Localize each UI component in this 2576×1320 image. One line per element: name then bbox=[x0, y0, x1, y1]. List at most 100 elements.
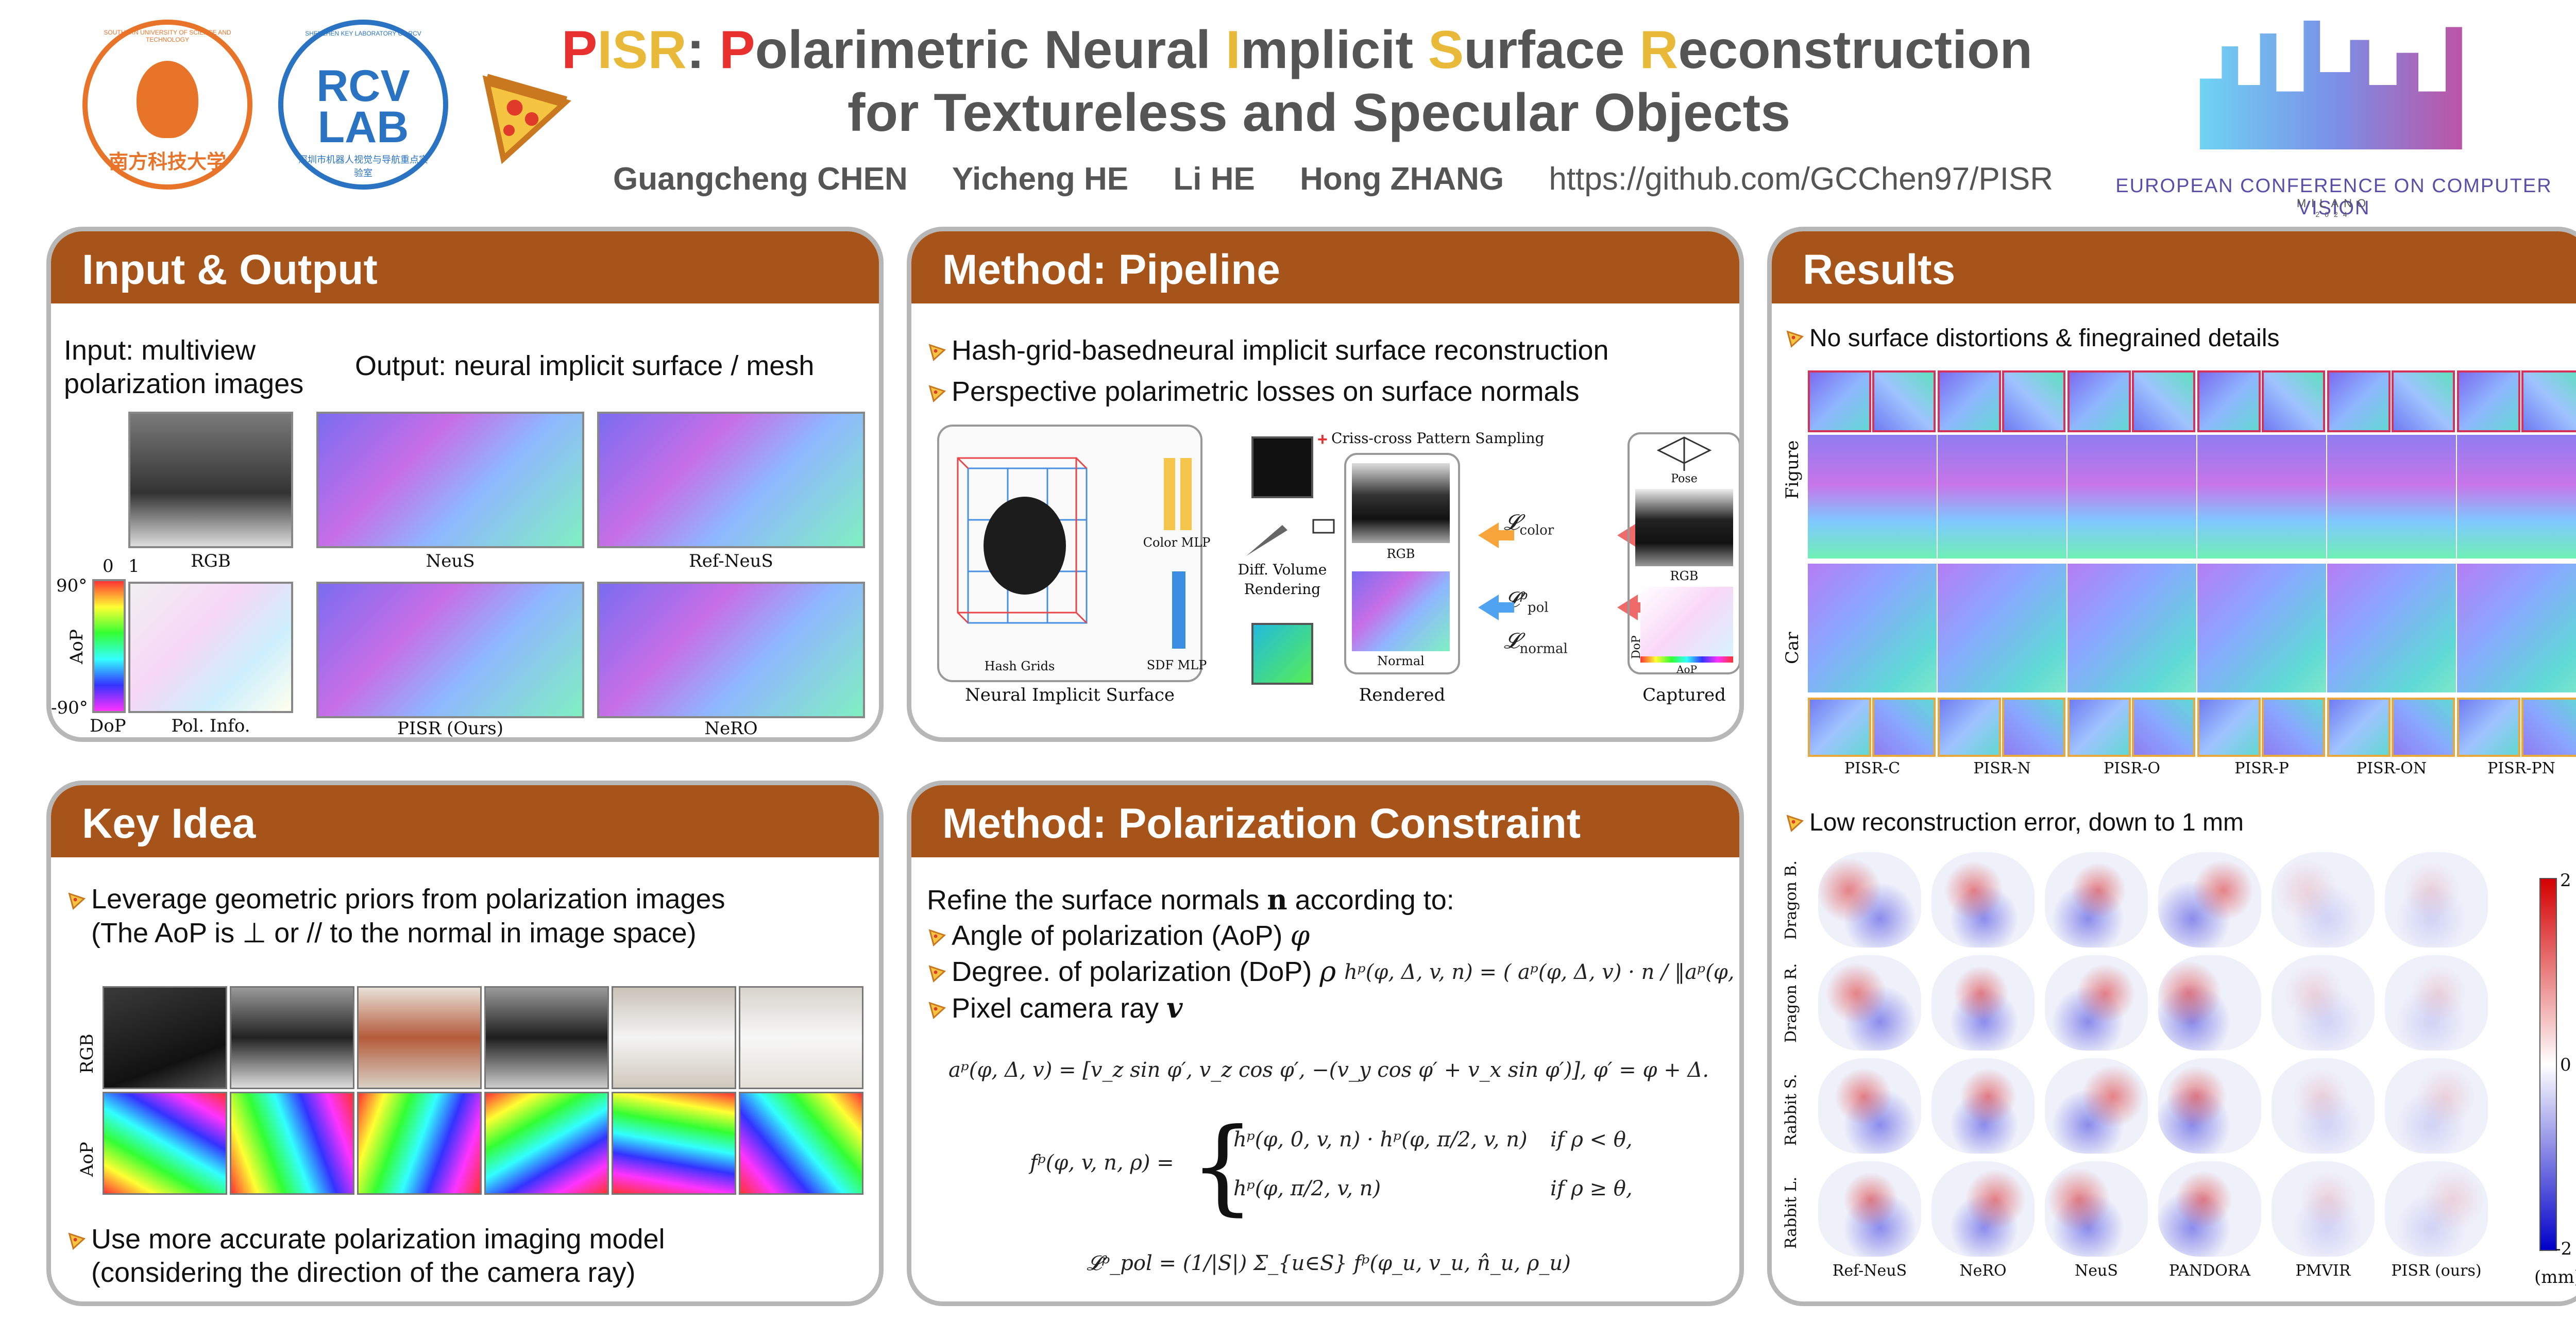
panel-title: Method: Polarization Constraint bbox=[911, 785, 1739, 857]
figure-crop-1 bbox=[2457, 370, 2520, 432]
error-map bbox=[1818, 1161, 1921, 1257]
panel-results: Results No surface distortions & finegra… bbox=[1767, 227, 2576, 1306]
aop-axis-label: AoP bbox=[66, 629, 87, 664]
pizza-bullet-icon bbox=[1786, 815, 1804, 833]
error-scale-mid: 0 bbox=[2560, 1055, 2571, 1075]
error-map bbox=[1818, 852, 1921, 947]
title-segment: : bbox=[686, 20, 720, 80]
error-row-label: Rabbit S. bbox=[1782, 1074, 1800, 1146]
panel-title: Results bbox=[1772, 231, 2576, 303]
equation-f-case1: hᵖ(φ, 0, v, n) · hᵖ(φ, π/2, v, n) bbox=[1233, 1128, 1528, 1152]
key-aop-image bbox=[612, 1092, 736, 1195]
rendered-rgb-image bbox=[1352, 463, 1450, 543]
io-refneus-render bbox=[597, 412, 865, 548]
io-caption-rgb: RGB bbox=[191, 551, 231, 571]
color-mlp-label: Color MLP bbox=[1143, 535, 1211, 550]
captured-rgb-label: RGB bbox=[1670, 569, 1699, 583]
figure-render bbox=[2067, 435, 2196, 559]
author-4: Hong ZHANG bbox=[1300, 161, 1504, 197]
loss-pol: 𝓛ppol bbox=[1504, 587, 1549, 616]
pipeline-bullet1: Hash-grid-basedneural implicit surface r… bbox=[927, 334, 1609, 366]
figure-crop-1 bbox=[1938, 370, 2001, 432]
pizza-bullet-icon bbox=[1786, 330, 1804, 348]
io-rgb-image bbox=[128, 412, 293, 548]
rcv-logo-line1: RCV bbox=[316, 61, 410, 111]
pattern-sample-patch-2 bbox=[1251, 623, 1313, 685]
error-map bbox=[2158, 1058, 2261, 1154]
title-segment: I bbox=[1225, 20, 1241, 80]
constraint-intro: Refine the surface normals n according t… bbox=[927, 883, 1454, 916]
captured-label: Captured bbox=[1642, 685, 1726, 705]
sustech-logo-cn: 南方科技大学 bbox=[108, 151, 226, 173]
error-map bbox=[2045, 1058, 2148, 1154]
car-crop-1 bbox=[1938, 698, 2001, 757]
key-aop-image bbox=[230, 1092, 354, 1195]
pizza-bullet-icon bbox=[928, 965, 946, 983]
figure-render bbox=[2327, 435, 2456, 559]
key-idea-bullet1-line2: (The AoP is ⊥ or // to the normal in ima… bbox=[91, 918, 697, 949]
error-map bbox=[2272, 1058, 2375, 1154]
title-segment: ISR bbox=[597, 20, 687, 80]
pipeline-hash-grids-label: Hash Grids bbox=[984, 659, 1055, 673]
method-label: Ref-NeuS bbox=[1832, 1262, 1907, 1280]
loss-normal: 𝓛normal bbox=[1504, 628, 1568, 657]
input-label-line1: Input: multiview bbox=[64, 335, 256, 366]
title-segment: olarimetric Neural bbox=[755, 20, 1226, 80]
results-bullet2: Low reconstruction error, down to 1 mm bbox=[1785, 808, 2244, 837]
variant-label: PISR-O bbox=[2104, 759, 2160, 777]
io-caption-pisr: PISR (Ours) bbox=[397, 718, 503, 739]
hash-grid-cube-icon bbox=[957, 457, 1088, 624]
error-map bbox=[1818, 1058, 1921, 1154]
constraint-bullet-aop: Angle of polarization (AoP) φ bbox=[927, 919, 1310, 952]
error-map bbox=[1931, 852, 2035, 947]
error-map bbox=[1818, 955, 1921, 1051]
figure-crop-2 bbox=[2521, 370, 2576, 432]
panel-title: Input & Output bbox=[51, 231, 879, 303]
panel-key-idea: Key Idea Leverage geometric priors from … bbox=[46, 781, 884, 1306]
equation-h: hᵖ(φ, Δ, v, n) = ( aᵖ(φ, Δ, v) · n / ‖aᵖ… bbox=[1344, 960, 1739, 984]
car-crop-2 bbox=[1872, 698, 1936, 757]
diff-volume-label: Diff. Volume bbox=[1238, 561, 1327, 578]
constraint-bullet-dop: Degree. of polarization (DoP) ρ bbox=[927, 955, 1336, 988]
key-idea-bullet2-line2: (considering the direction of the camera… bbox=[91, 1257, 636, 1288]
car-render bbox=[2327, 564, 2456, 692]
car-crop-2 bbox=[2392, 698, 2455, 757]
criss-cross-label: Criss-cross Pattern Sampling bbox=[1331, 430, 1545, 447]
sdf-mlp-label: SDF MLP bbox=[1146, 658, 1207, 672]
input-label-line2: polarization images bbox=[64, 368, 304, 399]
car-crop-1 bbox=[2457, 698, 2520, 757]
repo-link[interactable]: https://github.com/GCChen97/PISR bbox=[1549, 161, 2054, 197]
error-map bbox=[2272, 852, 2375, 947]
results-error-grid bbox=[1813, 850, 2498, 1262]
error-map bbox=[2045, 1161, 2148, 1257]
error-map bbox=[2385, 852, 2488, 947]
color-mlp-block bbox=[1164, 458, 1175, 530]
pizza-bullet-icon bbox=[68, 1232, 86, 1250]
panel-title: Method: Pipeline bbox=[911, 231, 1739, 303]
sustech-logo: 南方科技大学 SOUTHERN UNIVERSITY OF SCIENCE AN… bbox=[82, 20, 252, 190]
io-caption-refneus: Ref-NeuS bbox=[689, 551, 773, 571]
results-row-figure: Figure bbox=[1782, 440, 1803, 499]
captured-dop-label: DoP bbox=[1630, 635, 1643, 659]
rcv-lab-logo: RCV LAB SHENZHEN KEY LABORATORY OF RCV 深… bbox=[278, 20, 448, 190]
car-crop-1 bbox=[1808, 698, 1871, 757]
key-aop-image-row bbox=[103, 1092, 865, 1195]
eccv-skyline-icon bbox=[2200, 21, 2462, 149]
poster-title-line1: PISR: Polarimetric Neural Implicit Surfa… bbox=[562, 20, 2107, 81]
car-crop-2 bbox=[2521, 698, 2576, 757]
bullet-text: Leverage geometric priors from polarizat… bbox=[91, 884, 725, 915]
error-scale-unit: (mm) bbox=[2534, 1267, 2576, 1288]
figure-render bbox=[1808, 435, 1937, 559]
pipeline-bullet2: Perspective polarimetric losses on surfa… bbox=[927, 376, 1579, 408]
aop-dop-colorbar bbox=[92, 579, 126, 713]
car-crop-1 bbox=[2327, 698, 2391, 757]
rendered-label: Rendered bbox=[1359, 685, 1446, 705]
figure-render bbox=[2197, 435, 2326, 559]
dop-max-label: 1 bbox=[128, 556, 140, 577]
error-map bbox=[1931, 955, 2035, 1051]
poster-title-line2: for Textureless and Specular Objects bbox=[847, 83, 1791, 143]
car-crop-2 bbox=[2262, 698, 2325, 757]
results-row-car: Car bbox=[1782, 632, 1803, 664]
equation-f-lhs: fᵖ(φ, v, n, ρ) = bbox=[1030, 1151, 1174, 1175]
figure-crop-1 bbox=[2067, 370, 2131, 432]
